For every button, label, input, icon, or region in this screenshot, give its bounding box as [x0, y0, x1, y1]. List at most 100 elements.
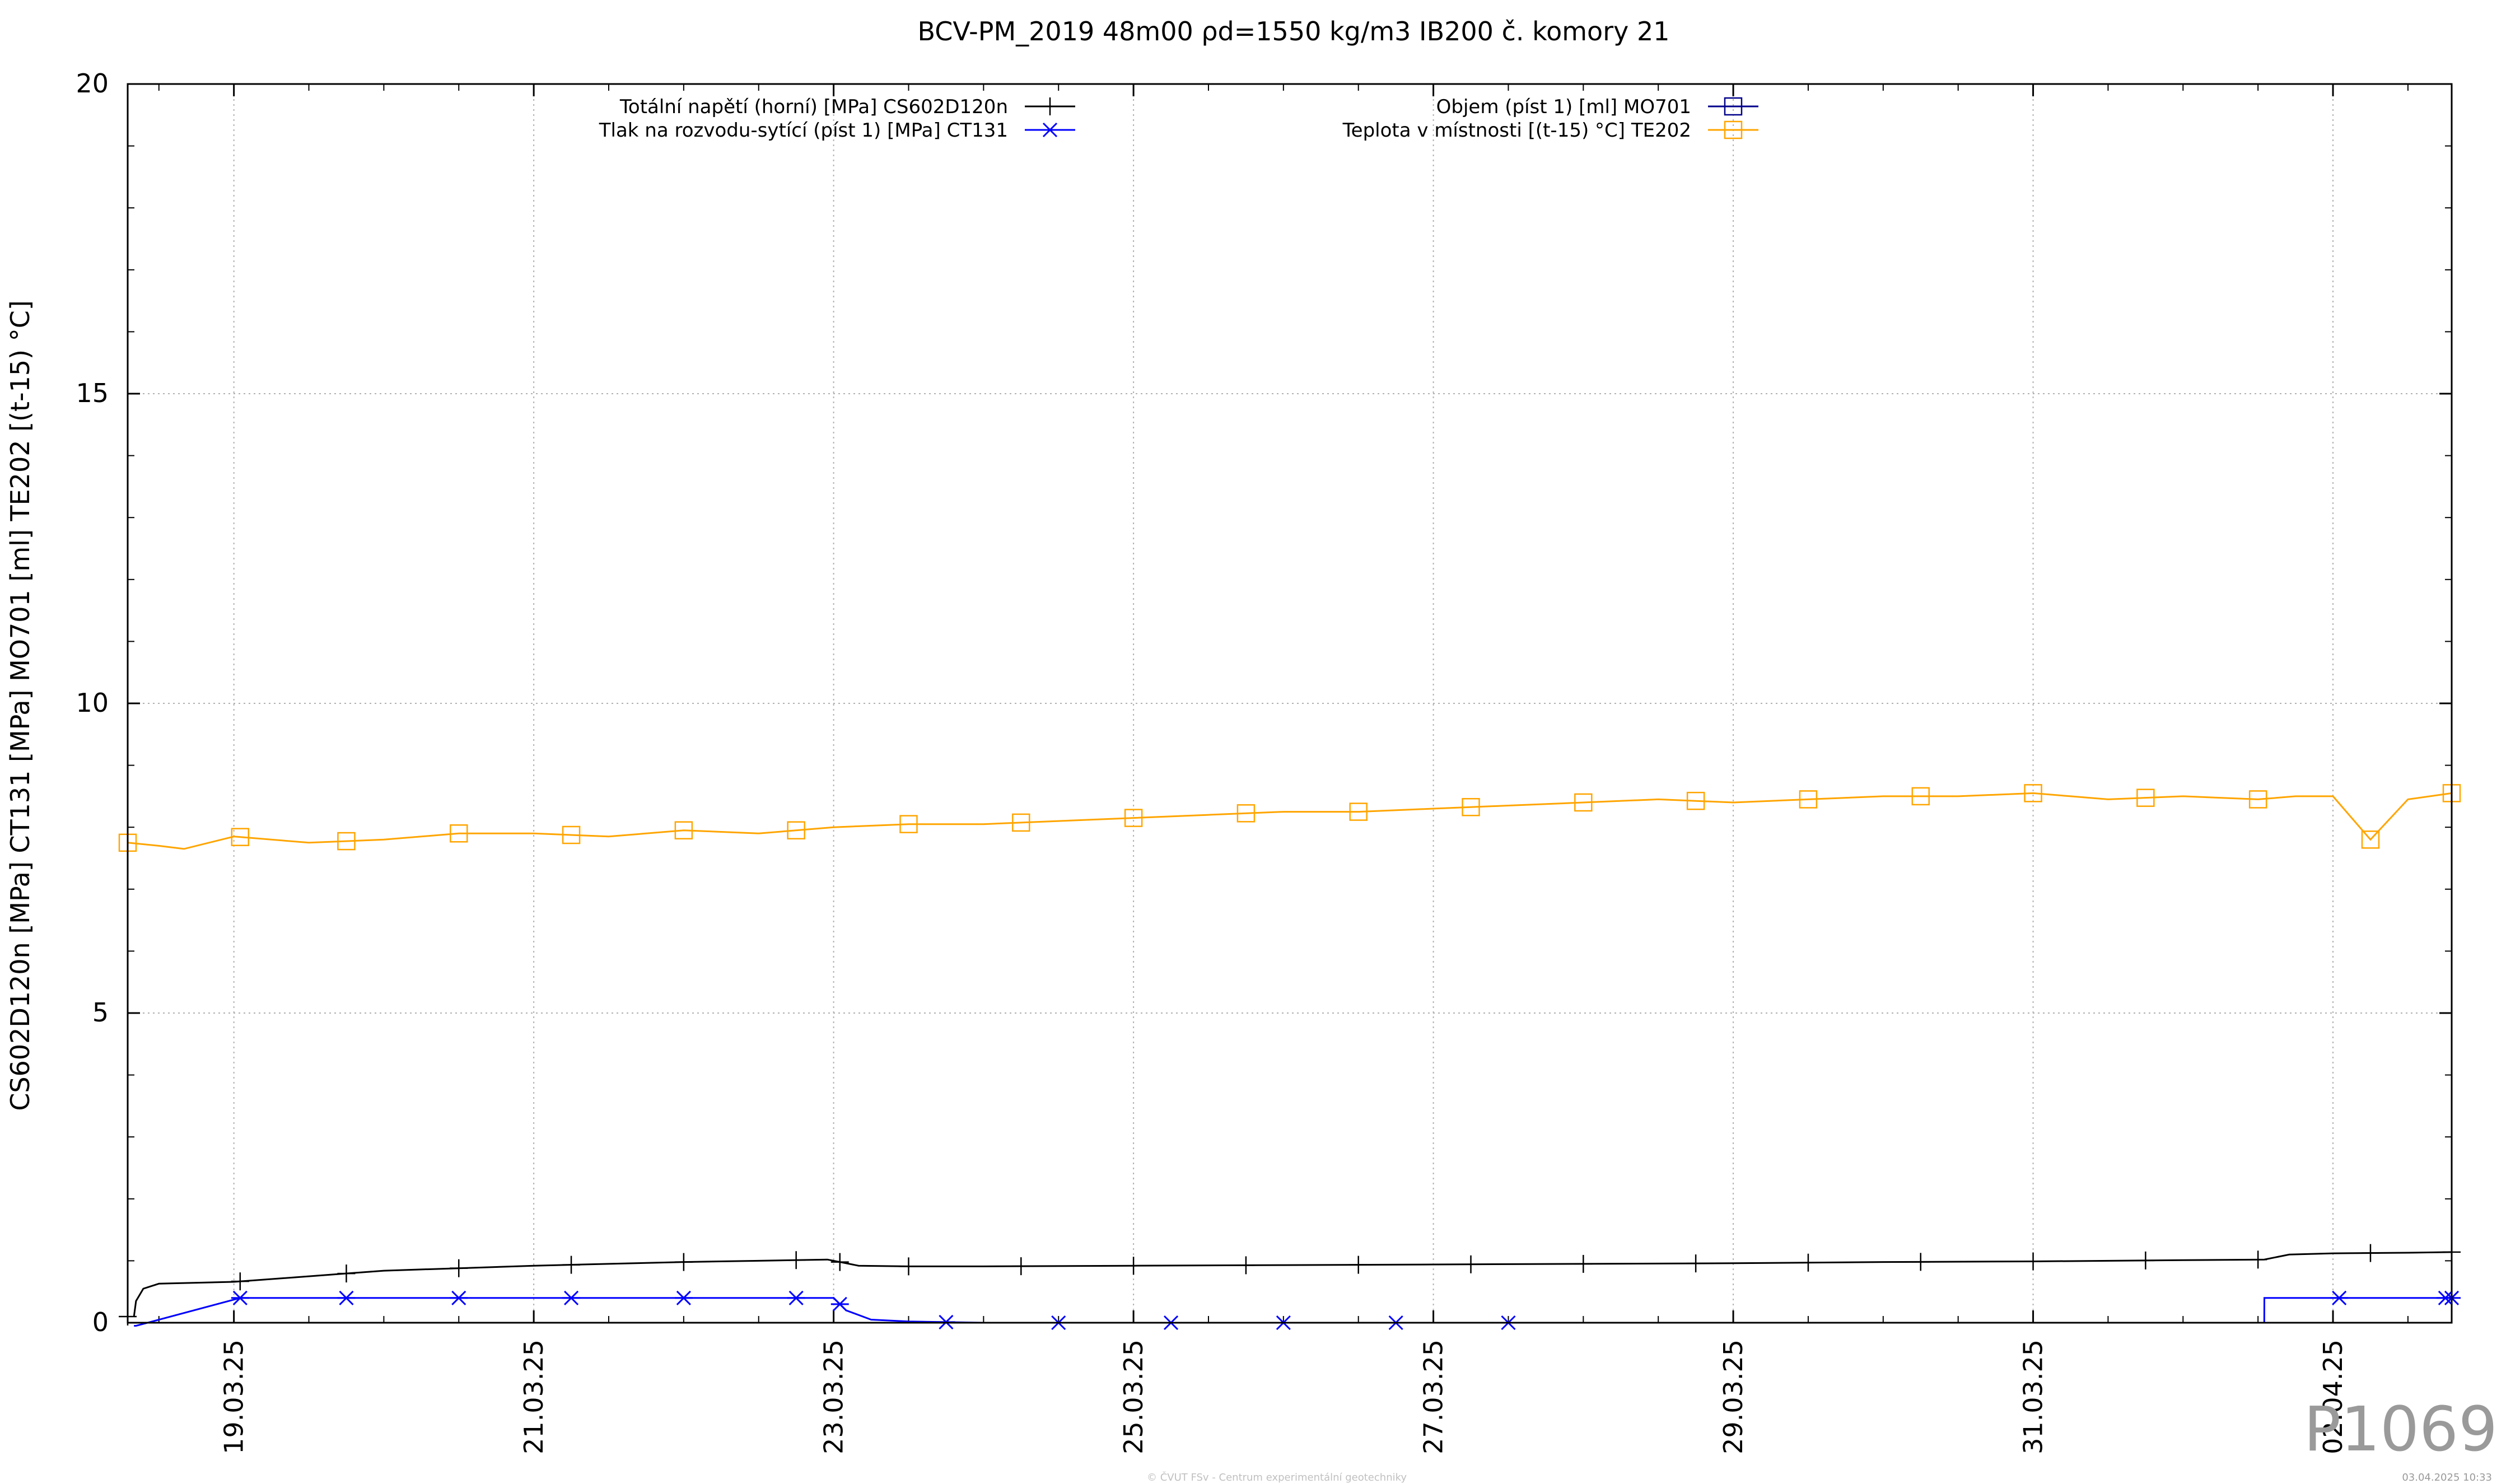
series-marker [899, 815, 918, 833]
plot-frame [127, 83, 2453, 1324]
grid [128, 84, 2452, 1323]
series-marker [1349, 1256, 1368, 1274]
marker-stroke [676, 1290, 691, 1305]
series-marker [2024, 784, 2042, 802]
y-tick-label: 0 [92, 1307, 109, 1337]
series-marker [231, 1272, 249, 1291]
series-marker [899, 1257, 918, 1276]
legend-entry: Tlak na rozvodu-sytící (píst 1) [MPa] CT… [599, 119, 1075, 142]
series-marker [787, 1290, 805, 1305]
series-marker [1041, 97, 1059, 115]
series-marker [787, 1251, 805, 1270]
x-tick-label: 25.03.25 [1118, 1340, 1149, 1454]
legend-entry: Totální napětí (horní) [MPa] CS602D120n [619, 96, 1075, 118]
marker-stroke [2136, 788, 2155, 807]
marker-stroke [674, 821, 693, 839]
series-marker [1462, 798, 1480, 816]
legend-label: Totální napětí (horní) [MPa] CS602D120n [619, 96, 1008, 118]
series-marker [1012, 813, 1030, 832]
series-marker [562, 825, 581, 844]
series-marker [450, 1259, 468, 1277]
series-marker [450, 824, 468, 843]
series-marker [2361, 1244, 2379, 1262]
marker-stroke [450, 824, 468, 843]
series-marker [2330, 1290, 2349, 1305]
series-marker [1462, 1255, 1480, 1273]
series-marker [1349, 802, 1368, 821]
series-marker [674, 1253, 693, 1271]
series-marker [830, 1253, 849, 1271]
footer-timestamp: 03.04.2025 10:33 [2402, 1472, 2492, 1483]
x-tick-label: 29.03.25 [1718, 1340, 1748, 1454]
series-marker [1687, 1254, 1705, 1273]
y-tick-label: 5 [92, 997, 109, 1028]
series-marker [450, 1290, 468, 1305]
series-marker [1574, 793, 1593, 812]
legend: Totální napětí (horní) [MPa] CS602D120nT… [599, 96, 1758, 142]
series-marker [1124, 809, 1143, 827]
marker-stroke [232, 1290, 248, 1305]
marker-stroke [788, 1290, 804, 1305]
series-marker [231, 1290, 249, 1305]
marker-stroke [451, 1290, 466, 1305]
x-tick-label: 23.03.25 [819, 1340, 849, 1454]
y-tick-label: 15 [76, 378, 109, 408]
series-marker [2136, 1251, 2155, 1270]
legend-entry: Teplota v místnosti [(t-15) °C] TE202 [1342, 119, 1758, 142]
series-marker [1012, 1257, 1030, 1276]
series-marker [337, 1264, 356, 1283]
marker-stroke [1462, 798, 1480, 816]
series-marker [1124, 1257, 1143, 1275]
series-marker [337, 832, 356, 851]
series-marker [830, 1296, 849, 1312]
legend-label: Objem (píst 1) [ml] MO701 [1436, 96, 1691, 118]
series-marker [1724, 120, 1743, 139]
marker-stroke [2248, 790, 2267, 809]
series-marker [1724, 97, 1743, 116]
marker-stroke [562, 825, 581, 844]
marker-stroke [1686, 791, 1705, 810]
series-marker [337, 1290, 356, 1305]
series-marker [1686, 791, 1705, 810]
x-tick-label: 19.03.25 [219, 1340, 249, 1454]
y-tick-label: 10 [76, 688, 109, 718]
marker-stroke [1012, 813, 1030, 832]
marker-stroke [1574, 793, 1593, 812]
series-marker [1574, 1254, 1593, 1273]
marker-stroke [339, 1290, 354, 1305]
series-marker [1799, 790, 1818, 809]
x-ticks: 19.03.25 21.03.25 23.03.25 25.03.25 27.03.25… [158, 84, 2409, 1454]
series-marker [2249, 1250, 2267, 1269]
marker-stroke [1349, 802, 1368, 821]
series-marker [2361, 830, 2380, 849]
series-marker [674, 1290, 693, 1305]
series-line [127, 792, 2452, 850]
marker-stroke [2361, 830, 2380, 849]
y-tick-label: 20 [76, 68, 109, 99]
series-marker [674, 821, 693, 839]
legend-entry: Objem (píst 1) [ml] MO701 [1436, 96, 1758, 118]
x-tick-label: 21.03.25 [519, 1340, 549, 1454]
chart-title: BCV-PM_2019 48m00 ρd=1550 kg/m3 IB200 č.… [918, 16, 1670, 46]
series-marker [1799, 1253, 1817, 1272]
series-marker [231, 828, 250, 846]
marker-stroke [1042, 122, 1058, 138]
series-marker [1911, 1253, 1930, 1271]
series-marker [2248, 790, 2267, 809]
marker-stroke [1911, 787, 1930, 806]
marker-stroke [787, 821, 805, 839]
figure-id: P1069 [2304, 1393, 2498, 1465]
y-axis-label: CS602D120n [MPa] CT131 [MPa] MO701 [ml] … [5, 300, 35, 1111]
marker-stroke [564, 1290, 579, 1305]
series-marker [562, 1290, 581, 1305]
x-tick-label: 27.03.25 [1418, 1340, 1449, 1454]
series-marker [1236, 804, 1256, 823]
marker-stroke [337, 832, 356, 851]
series-marker [1911, 787, 1930, 806]
legend-label: Teplota v místnosti [(t-15) °C] TE202 [1342, 119, 1691, 142]
series-marker [1236, 1256, 1255, 1275]
marker-stroke [1124, 809, 1143, 827]
marker-stroke [2024, 784, 2042, 802]
